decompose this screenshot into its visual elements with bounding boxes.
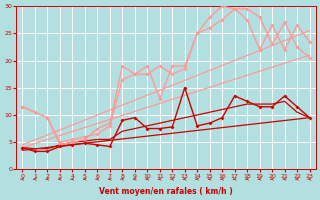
X-axis label: Vent moyen/en rafales ( km/h ): Vent moyen/en rafales ( km/h )	[99, 187, 233, 196]
